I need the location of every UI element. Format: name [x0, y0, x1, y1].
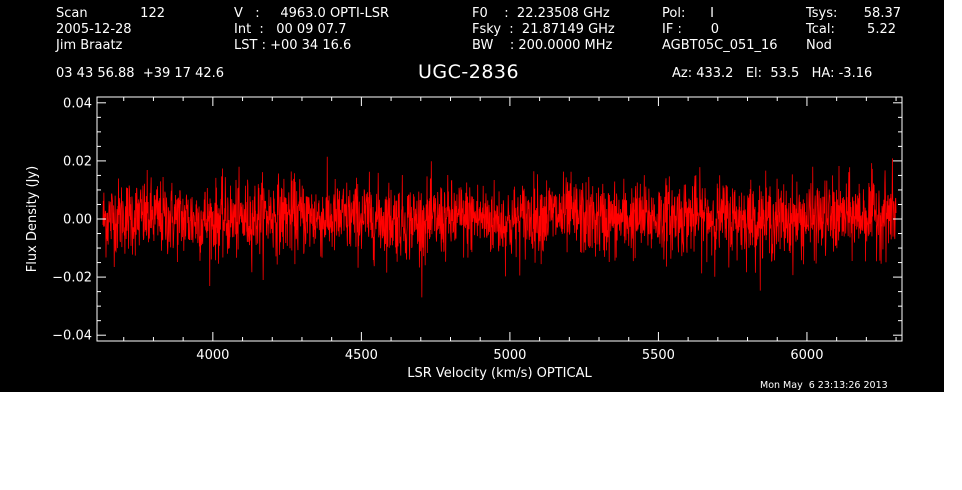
- tcal-label: Tcal:: [806, 22, 835, 37]
- lst-info: LST : +00 34 16.6: [234, 38, 352, 53]
- spectrum-chart: 4000 4500 5000 5500 6000 −0.04 −0.02 0.00 0.02 0.…: [25, 96, 903, 381]
- switching-mode: Nod: [806, 38, 832, 53]
- chart-title: UGC-2836: [418, 61, 520, 83]
- y-tick-label: −0.04: [52, 329, 92, 344]
- axes-layer: 4000 4500 5000 5500 6000 −0.04 −0.02 0.00 0.02 0.…: [25, 96, 903, 381]
- plot-panel: Scan 122 2005-12-28 Jim Braatz V : 4963.…: [0, 0, 944, 392]
- rest-frequency: F0 : 22.23508 GHz: [472, 6, 610, 21]
- scan-label: Scan: [56, 6, 88, 21]
- x-axis-label: LSR Velocity (km/s) OPTICAL: [407, 366, 592, 381]
- source-coordinates: 03 43 56.88 +39 17 42.6: [56, 66, 225, 81]
- scan-number: 122: [140, 6, 165, 21]
- x-tick-label: 6000: [790, 348, 823, 363]
- if-number: IF : 0: [662, 22, 720, 37]
- y-tick-label: 0.02: [63, 154, 92, 169]
- y-tick-label: −0.02: [52, 271, 92, 286]
- observer-name: Jim Braatz: [56, 38, 123, 53]
- y-axis-label: Flux Density (Jy): [25, 166, 40, 272]
- spectrum-trace-line: [102, 156, 897, 298]
- tsys-value: 58.37: [863, 6, 901, 21]
- integration-time: Int : 00 09 07.7: [234, 22, 347, 37]
- x-tick-label: 4500: [345, 348, 378, 363]
- sky-frequency: Fsky : 21.87149 GHz: [472, 22, 615, 37]
- y-tick-label: 0.04: [63, 96, 92, 111]
- velocity-info: V : 4963.0 OPTI-LSR: [234, 6, 390, 21]
- spectrum-trace-layer: [102, 156, 897, 298]
- y-tick-label: 0.00: [63, 213, 92, 228]
- polarization: Pol: I: [662, 6, 714, 21]
- plot-timestamp: Mon May 6 23:13:26 2013: [760, 380, 888, 391]
- x-tick-label: 4000: [196, 348, 229, 363]
- x-tick-label: 5500: [642, 348, 675, 363]
- pointing-info: Az: 433.2 El: 53.5 HA: -3.16: [672, 66, 873, 81]
- tcal-value: 5.22: [867, 22, 896, 37]
- observation-date: 2005-12-28: [56, 22, 132, 37]
- project-id: AGBT05C_051_16: [662, 38, 778, 53]
- bandwidth: BW : 200.0000 MHz: [472, 38, 613, 53]
- x-tick-label: 5000: [493, 348, 526, 363]
- tsys-label: Tsys:: [806, 6, 838, 21]
